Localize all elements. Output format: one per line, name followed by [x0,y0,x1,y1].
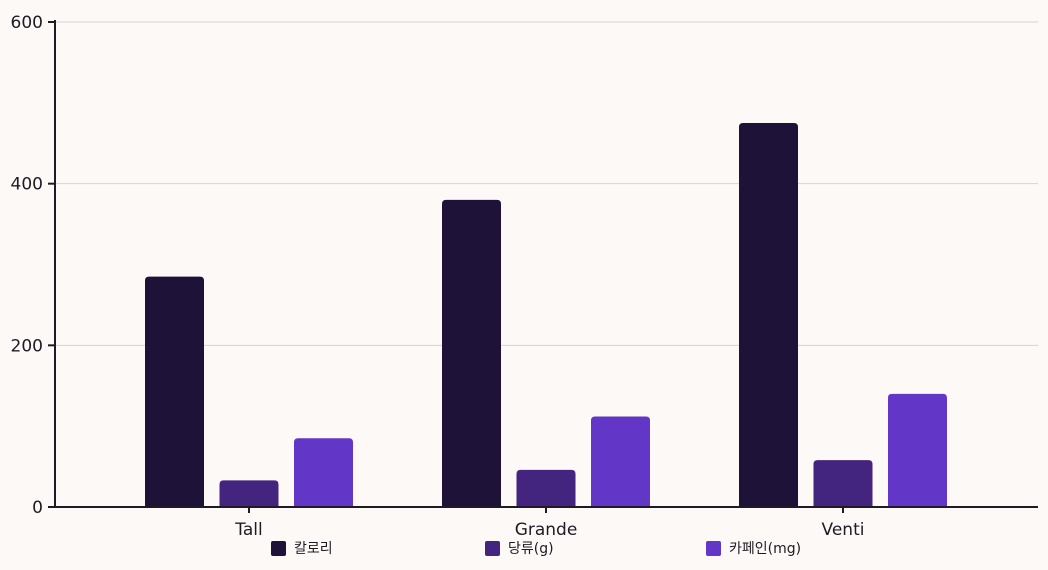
legend-label-calories: 칼로리 [294,541,333,557]
bars [145,123,947,508]
bar [888,393,947,507]
legend: 칼로리 당류(g) 카페인(mg) [0,538,1048,560]
x-tick-label: Venti [822,520,865,535]
legend-label-sugar: 당류(g) [508,541,554,557]
legend-label-caffeine: 카페인(mg) [729,541,802,557]
legend-item-calories: 칼로리 [271,538,333,558]
x-tick-label: Tall [234,520,262,535]
x-tick-labels: Tall Grande Venti [234,507,864,535]
legend-swatch-sugar [485,540,500,556]
bar [813,460,873,507]
bar [591,416,650,507]
bar [442,199,501,508]
y-tick-label: 600 [11,13,43,33]
bar [516,469,576,507]
legend-item-sugar: 당류(g) [485,538,554,558]
y-tick-labels: 0 200 400 600 [11,13,55,518]
y-tick-label: 0 [32,498,43,518]
bar-chart: 0 200 400 600 Tall Grande Venti [11,13,1038,535]
y-tick-label: 400 [11,175,43,195]
x-tick-label: Grande [515,520,578,535]
legend-swatch-calories [271,540,286,556]
bar [294,438,353,507]
bar [739,123,798,508]
legend-item-caffeine: 카페인(mg) [706,538,801,558]
bar [219,480,279,507]
y-tick-label: 200 [11,336,43,356]
bar [145,276,204,507]
legend-swatch-caffeine [706,540,721,556]
grid-lines [55,21,1038,346]
